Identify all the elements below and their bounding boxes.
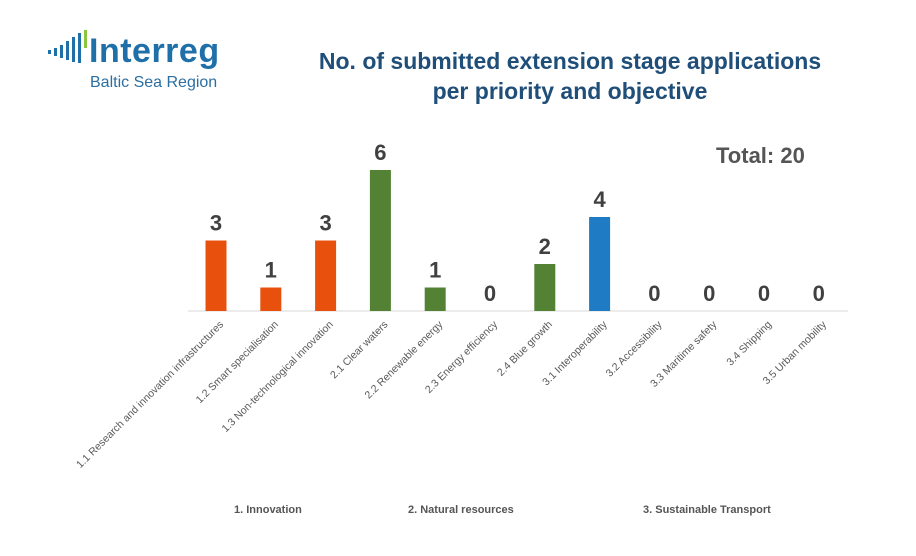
data-label: 0 (813, 281, 825, 306)
signal-bars-icon (48, 30, 87, 63)
data-label: 0 (484, 281, 496, 306)
group-label-innovation: 1. Innovation (234, 504, 302, 516)
bar (424, 287, 446, 311)
data-label: 1 (429, 258, 441, 283)
data-label: 4 (593, 187, 606, 212)
bar (315, 240, 337, 311)
data-label: 0 (648, 281, 660, 306)
chart-title: No. of submitted extension stage applica… (290, 46, 850, 106)
data-label: 0 (758, 281, 770, 306)
data-label: 0 (703, 281, 715, 306)
chart-title-line2: per priority and objective (432, 78, 708, 104)
data-label: 3 (319, 211, 331, 236)
category-label: 2.4 Blue growth (495, 319, 555, 379)
data-label: 3 (210, 211, 222, 236)
category-label: 3.2 Accessibility (604, 318, 665, 379)
total-label: Total: 20 (716, 143, 805, 168)
category-label: 3.4 Shipping (724, 319, 774, 369)
category-label: 1.3 Non-technological innovation (220, 319, 336, 435)
logo-subtitle: Baltic Sea Region (90, 74, 218, 91)
data-label: 2 (539, 234, 551, 259)
logo-wordmark: Interreg (89, 32, 220, 70)
data-label: 6 (374, 140, 386, 165)
chart-title-line1: No. of submitted extension stage applica… (318, 48, 822, 74)
category-label: 2.1 Clear waters (328, 319, 391, 382)
bar (534, 264, 556, 311)
bar (589, 217, 611, 311)
group-label-sustainable-transport: 3. Sustainable Transport (643, 504, 771, 516)
group-label-natural-resources: 2. Natural resources (408, 504, 514, 516)
data-label: 1 (265, 258, 277, 283)
bar (205, 240, 227, 311)
bar (369, 170, 391, 311)
bar (260, 287, 282, 311)
interreg-logo: Interreg Baltic Sea Region (46, 28, 246, 98)
